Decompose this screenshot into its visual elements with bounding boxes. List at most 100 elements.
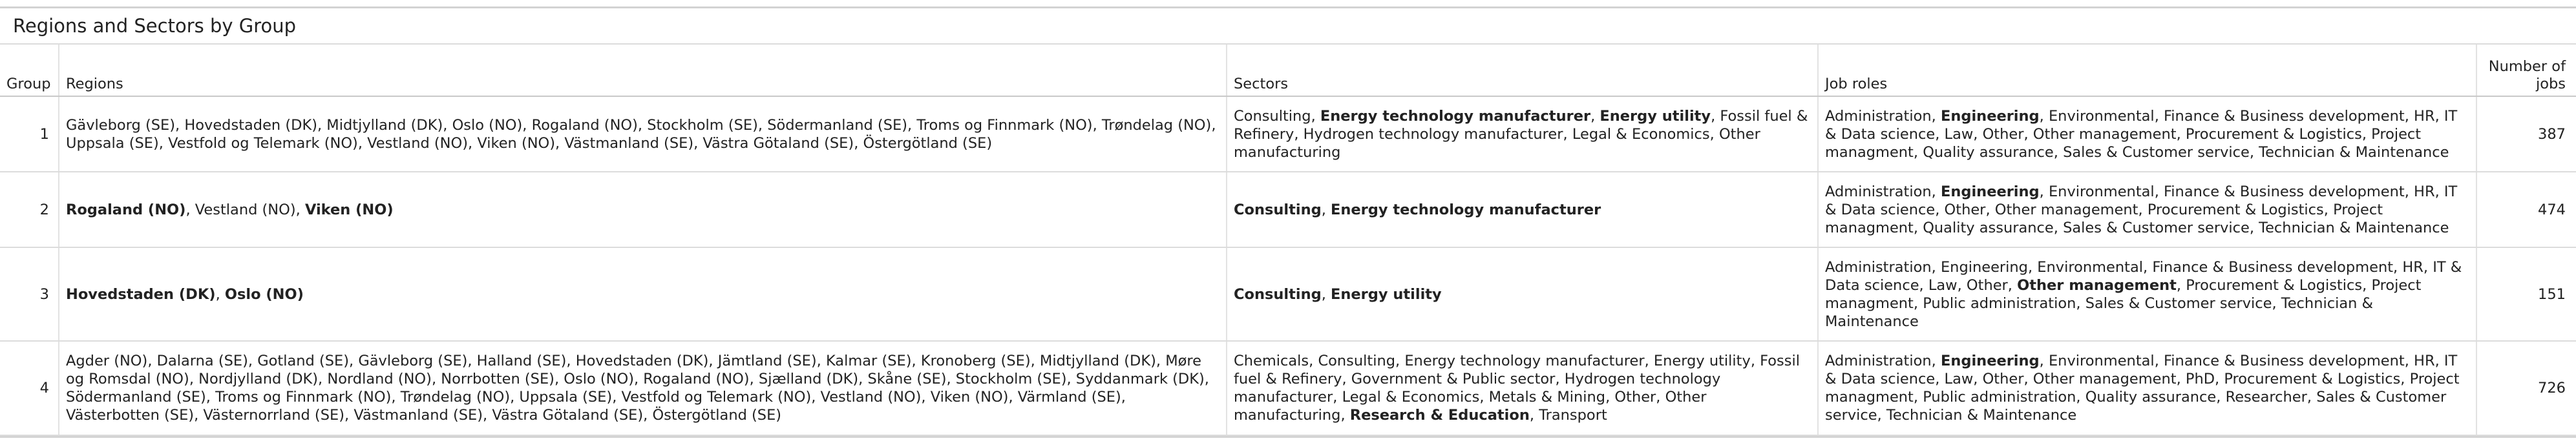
list-item: Viken (NO) [304, 201, 394, 218]
list-item: Troms og Finnmark (NO) [215, 389, 392, 406]
list-item: Finance & Business development [2164, 183, 2405, 200]
list-item: Technician & Maintenance [1886, 407, 2077, 424]
list-item: Hydrogen technology manufacturer [1234, 371, 1721, 406]
list-item: Kronoberg (SE) [920, 353, 1031, 369]
group-cell: 4 [0, 341, 59, 436]
list-item: Viken (NO) [477, 134, 556, 152]
list-item: Sjælland (DK) [758, 371, 859, 387]
list-item: Sales & Customer service [2063, 219, 2250, 236]
list-item: Administration [1825, 258, 1932, 276]
list-item: Oslo (NO) [564, 371, 634, 387]
list-item: Finance & Business development [2164, 353, 2405, 369]
group-cell: 1 [0, 96, 59, 172]
list-item: Consulting [1234, 107, 1311, 125]
list-item: IT & Data science [1825, 183, 2458, 218]
list-item: Other manufacturing [1234, 125, 1760, 161]
list-item: IT & Data science [1825, 107, 2458, 143]
list-item: Västra Götaland (SE) [702, 134, 854, 152]
list-item: Fossil fuel & Refinery [1234, 353, 1800, 387]
list-item: Midtjylland (DK) [326, 116, 443, 134]
job-roles-cell: Administration, Engineering, Environment… [1817, 172, 2476, 248]
list-item: Environmental [2048, 183, 2155, 200]
list-item: Östergötland (SE) [652, 407, 782, 424]
list-item: Other [1982, 371, 2024, 387]
table-row: 4 Agder (NO), Dalarna (SE), Gotland (SE)… [0, 341, 2576, 436]
list-item: Syddanmark (DK) [1075, 371, 1205, 387]
list-item: Project managment [1825, 276, 2422, 312]
list-item: Other manufacturing [1234, 389, 1707, 424]
header-number-of-jobs[interactable]: Number of jobs [2476, 45, 2576, 97]
job-roles-cell: Administration, Engineering, Environment… [1817, 341, 2476, 436]
list-item: Chemicals [1234, 353, 1309, 369]
regions-cell: Hovedstaden (DK), Oslo (NO) [58, 247, 1227, 342]
header-sectors[interactable]: Sectors [1226, 45, 1818, 97]
list-item: Västra Götaland (SE) [492, 407, 644, 424]
list-item: Energy technology manufacturer [1320, 107, 1591, 125]
header-group[interactable]: Group [0, 45, 59, 97]
list-item: Sales & Customer service [1825, 389, 2447, 424]
list-item: Sales & Customer service [2063, 143, 2250, 161]
list-item: PhD [2185, 371, 2215, 387]
list-item: Östergötland (SE) [863, 134, 993, 152]
list-item: Law [1928, 276, 1958, 294]
list-item: Uppsala (SE) [519, 389, 613, 406]
list-item: Other [1966, 276, 2008, 294]
list-item: Nordland (NO) [327, 371, 432, 387]
header-job-roles[interactable]: Job roles [1817, 45, 2476, 97]
sectors-cell: Consulting, Energy utility [1226, 247, 1818, 342]
list-item: Fossil fuel & Refinery [1234, 107, 1808, 143]
list-item: Västerbotten (SE) [66, 407, 195, 424]
list-item: IT & Data science [1825, 353, 2458, 387]
regions-sectors-table: Group Regions Sectors Job roles Number o… [0, 45, 2576, 436]
list-item: HR [2414, 183, 2435, 200]
list-item: Legal & Economics [1572, 125, 1710, 143]
number-of-jobs-cell: 151 [2476, 247, 2576, 342]
list-item: Procurement & Logistics [2224, 371, 2401, 387]
list-item: Project managment [1825, 201, 2383, 236]
list-item: Västmanland (SE) [354, 407, 483, 424]
list-item: Other [1614, 389, 1656, 406]
list-item: Rogaland (NO) [643, 371, 750, 387]
list-item: Procurement & Logistics [2185, 125, 2362, 143]
list-item: Gotland (SE) [257, 353, 350, 369]
list-item: Administration [1825, 353, 1932, 369]
list-item: Sales & Customer service [2085, 294, 2272, 312]
list-item: Research & Education [1349, 407, 1530, 424]
list-item: Technician & Maintenance [2259, 219, 2449, 236]
regions-sectors-table-container: Regions and Sectors by Group Group Regio… [0, 6, 2576, 438]
list-item: Other [1944, 201, 1986, 218]
list-item: Project managment [1825, 371, 2460, 406]
list-item: Other management [2017, 276, 2177, 294]
list-item: Administration [1825, 107, 1932, 125]
list-item: Engineering [1940, 183, 2040, 200]
group-cell: 3 [0, 247, 59, 342]
list-item: Västmanland (SE) [564, 134, 694, 152]
list-item: Trøndelag (NO) [400, 389, 511, 406]
list-item: Environmental [2048, 107, 2155, 125]
list-item: Södermanland (SE) [66, 389, 206, 406]
list-item: Vestland (NO) [820, 389, 922, 406]
list-item: Hovedstaden (DK) [66, 285, 216, 303]
list-item: Law [1944, 125, 1974, 143]
list-item: Legal & Economics [1342, 389, 1480, 406]
header-regions[interactable]: Regions [58, 45, 1227, 97]
sectors-cell: Consulting, Energy technology manufactur… [1226, 96, 1818, 172]
list-item: Stockholm (SE) [647, 116, 758, 134]
list-item: Hydrogen technology manufacturer [1303, 125, 1563, 143]
list-item: Agder (NO) [66, 353, 148, 369]
list-item: Environmental [2037, 258, 2143, 276]
list-item: Finance & Business development [2164, 107, 2405, 125]
list-item: Skåne (SE) [867, 371, 947, 387]
list-item: Norrbotten (SE) [441, 371, 554, 387]
list-item: Møre og Romsdal (NO) [66, 353, 1201, 387]
list-item: Midtjylland (DK) [1039, 353, 1156, 369]
list-item: Stockholm (SE) [955, 371, 1067, 387]
list-item: Researcher [2225, 389, 2307, 406]
number-of-jobs-cell: 474 [2476, 172, 2576, 248]
list-item: Engineering [1940, 353, 2040, 369]
list-item: Viken (NO) [930, 389, 1009, 406]
list-item: Consulting [1234, 201, 1322, 218]
regions-cell: Rogaland (NO), Vestland (NO), Viken (NO) [58, 172, 1227, 248]
sectors-cell: Consulting, Energy technology manufactur… [1226, 172, 1818, 248]
list-item: HR [2414, 353, 2435, 369]
